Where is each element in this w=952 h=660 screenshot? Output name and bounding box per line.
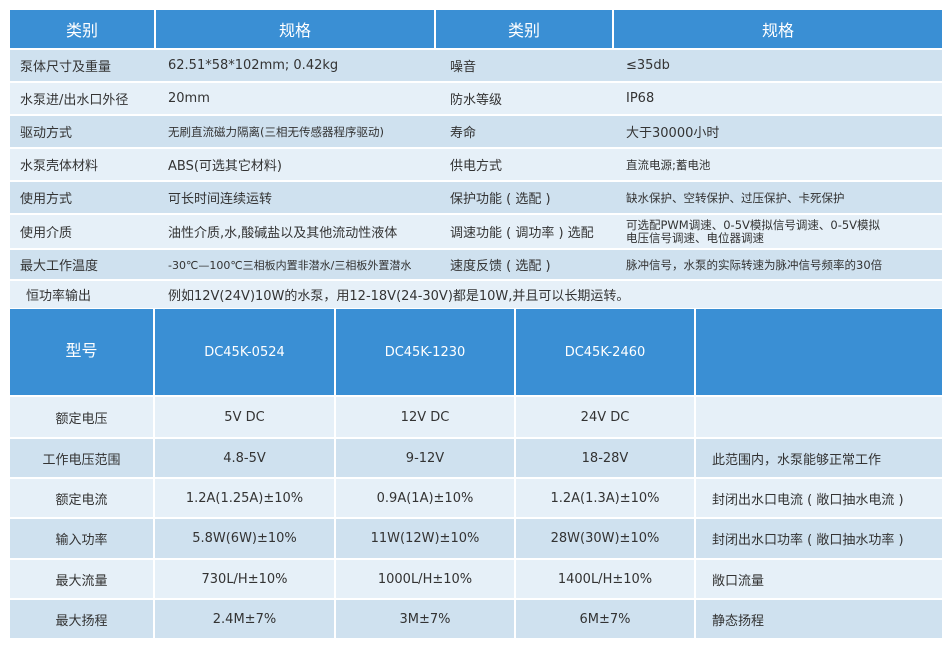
spec-category-cell: 保护功能 ( 选配 ) [450, 192, 551, 207]
model-row-label: 最大流量 [10, 560, 153, 598]
model-value-cell: 5.8W(6W)±10% [155, 519, 334, 558]
model-value-cell: 1.2A(1.3A)±10% [516, 479, 694, 517]
spec-value-cell: ≤35db [626, 58, 670, 73]
model-value-cell: 9-12V [336, 439, 514, 477]
model-value-cell: 730L/H±10% [155, 560, 334, 598]
spec-value-cell: 可长时间连续运转 [168, 192, 273, 207]
model-value-cell: 24V DC [516, 397, 694, 437]
model-value-cell: 2.4M±7% [155, 600, 334, 638]
model-value-cell: 6M±7% [516, 600, 694, 638]
spec-header-category-2: 类别 [436, 10, 612, 48]
spec-value-cell: ABS(可选其它材料) [168, 159, 282, 174]
spec-category-cell: 寿命 [450, 126, 477, 141]
model-row-label: 最大扬程 [10, 600, 153, 638]
model-value-cell: 11W(12W)±10% [336, 519, 514, 558]
model-note-cell: 此范围内，水泵能够正常工作 [696, 439, 942, 477]
spec-value-cell: 62.51*58*102mm; 0.42kg [168, 58, 339, 73]
model-header-0524: DC45K-0524 [155, 309, 334, 395]
spec-category-cell: 防水等级 [450, 93, 503, 108]
model-note-cell: 封闭出水口功率 ( 敞口抽水功率 ) [696, 519, 942, 558]
model-value-cell: 3M±7% [336, 600, 514, 638]
constant-power-label: 恒功率输出 [26, 289, 92, 304]
spec-value-cell: 无刷直流磁力隔离(三相无传感器程序驱动) [168, 124, 384, 139]
model-value-cell: 4.8-5V [155, 439, 334, 477]
model-header-notes [696, 309, 942, 395]
spec-header-spec-1: 规格 [156, 10, 434, 48]
spec-value-cell: 大于30000小时 [626, 126, 720, 141]
model-row-label: 额定电压 [10, 397, 153, 437]
model-value-cell: 1.2A(1.25A)±10% [155, 479, 334, 517]
model-value-cell: 18-28V [516, 439, 694, 477]
model-value-cell: 1000L/H±10% [336, 560, 514, 598]
spec-row [10, 215, 942, 248]
spec-category-cell: 调速功能 ( 调功率 ) 选配 [450, 226, 594, 241]
model-table: 型号 DC45K-0524 DC45K-1230 DC45K-2460 额定电压… [10, 309, 942, 640]
spec-value-cell: IP68 [626, 91, 655, 106]
spec-row [10, 116, 942, 147]
model-header-label: 型号 [10, 309, 153, 395]
spec-category-cell: 最大工作温度 [20, 259, 99, 274]
model-note-cell: 静态扬程 [696, 600, 942, 638]
spec-category-cell: 驱动方式 [20, 126, 73, 141]
spec-header-spec-2: 规格 [614, 10, 942, 48]
model-header-2460: DC45K-2460 [516, 309, 694, 395]
spec-value-cell: 20mm [168, 91, 210, 106]
spec-value-cell: 可选配PWM调速、0-5V模拟信号调速、0-5V模拟电压信号调速、电位器调速 [626, 217, 881, 245]
spec-category-cell: 供电方式 [450, 159, 503, 174]
spec-row [10, 149, 942, 180]
model-row-label: 工作电压范围 [10, 439, 153, 477]
spec-category-cell: 泵体尺寸及重量 [20, 60, 112, 75]
model-value-cell: 28W(30W)±10% [516, 519, 694, 558]
spec-row [10, 250, 942, 279]
model-value-cell: 1400L/H±10% [516, 560, 694, 598]
spec-value-cell: 直流电源;蓄电池 [626, 157, 711, 172]
spec-value-cell: -30℃—100℃三相板内置非潜水/三相板外置潜水 [168, 258, 412, 272]
constant-power-row [10, 281, 942, 308]
model-value-cell: 12V DC [336, 397, 514, 437]
spec-category-cell: 水泵进/出水口外径 [20, 93, 129, 108]
model-value-cell: 5V DC [155, 397, 334, 437]
model-row-label: 额定电流 [10, 479, 153, 517]
spec-row [10, 83, 942, 114]
spec-value-cell: 缺水保护、空转保护、过压保护、卡死保护 [626, 190, 845, 205]
spec-header-category-1: 类别 [10, 10, 154, 48]
model-header-1230: DC45K-1230 [336, 309, 514, 395]
spec-row [10, 50, 942, 81]
constant-power-value: 例如12V(24V)10W的水泵，用12-18V(24-30V)都是10W,并且… [168, 289, 630, 304]
spec-category-cell: 速度反馈 ( 选配 ) [450, 259, 551, 274]
spec-value-cell: 油性介质,水,酸碱盐以及其他流动性液体 [168, 226, 398, 241]
model-note-cell: 封闭出水口电流 ( 敞口抽水电流 ) [696, 479, 942, 517]
model-note-cell: 敞口流量 [696, 560, 942, 598]
model-value-cell: 0.9A(1A)±10% [336, 479, 514, 517]
spec-row [10, 182, 942, 213]
spec-category-cell: 水泵壳体材料 [20, 159, 99, 174]
spec-value-cell: 脉冲信号，水泵的实际转速为脉冲信号频率的30倍 [626, 257, 883, 272]
spec-category-cell: 使用方式 [20, 192, 73, 207]
spec-category-cell: 使用介质 [20, 226, 73, 241]
spec-category-cell: 噪音 [450, 60, 477, 75]
model-row-label: 输入功率 [10, 519, 153, 558]
model-note-cell [696, 397, 942, 437]
spec-table: 类别 规格 类别 规格 泵体尺寸及重量 62.51*58*102mm; 0.42… [10, 10, 942, 308]
